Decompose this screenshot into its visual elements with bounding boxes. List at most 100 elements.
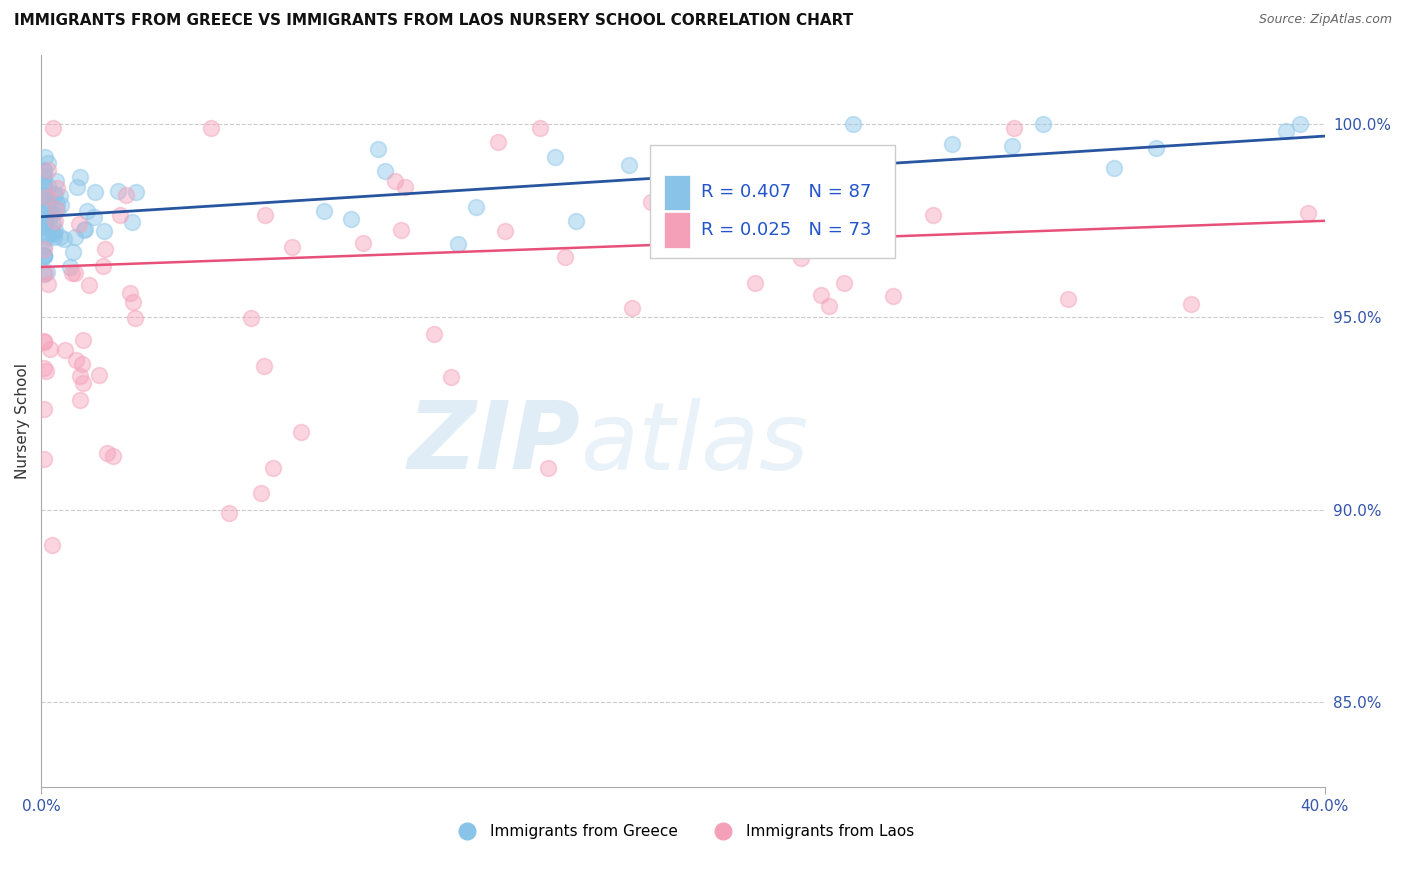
Point <box>44 187 66 202</box>
Point <box>35 210 58 224</box>
Point <box>42 121 65 136</box>
Point <box>1296 206 1319 220</box>
Point <box>290 425 312 439</box>
Point <box>39 202 62 216</box>
Point <box>34 217 56 231</box>
Point <box>34 150 56 164</box>
Point <box>66 180 89 194</box>
Point <box>554 250 576 264</box>
Point <box>34 248 56 262</box>
Point <box>53 343 76 357</box>
Point <box>34 233 56 247</box>
Point <box>76 204 98 219</box>
Point <box>63 230 86 244</box>
Point <box>41 538 63 552</box>
Point <box>91 260 114 274</box>
Point <box>832 276 855 290</box>
Point <box>65 353 87 368</box>
Point <box>250 486 273 500</box>
Point <box>45 174 67 188</box>
Point <box>34 226 56 240</box>
Point <box>38 194 60 209</box>
Legend: Immigrants from Greece, Immigrants from Laos: Immigrants from Greece, Immigrants from … <box>446 818 921 846</box>
Point <box>121 215 143 229</box>
Point <box>941 137 963 152</box>
Point <box>1289 118 1312 132</box>
Point <box>83 211 105 225</box>
Point <box>810 288 832 302</box>
Point <box>37 230 59 244</box>
Point <box>79 277 101 292</box>
Point <box>44 222 66 236</box>
Point <box>565 214 588 228</box>
Point <box>93 242 115 256</box>
Point <box>200 121 222 136</box>
Point <box>118 286 141 301</box>
Point <box>34 179 56 194</box>
Point <box>640 194 662 209</box>
Point <box>34 249 56 263</box>
Point <box>124 310 146 325</box>
Point <box>62 244 84 259</box>
Point <box>34 203 56 218</box>
Point <box>69 169 91 184</box>
Point <box>737 190 759 204</box>
Point <box>125 185 148 199</box>
Point <box>67 217 90 231</box>
Point <box>352 236 374 251</box>
Point <box>35 364 58 378</box>
Text: R = 0.025   N = 73: R = 0.025 N = 73 <box>702 221 872 239</box>
Point <box>73 223 96 237</box>
Text: Source: ZipAtlas.com: Source: ZipAtlas.com <box>1258 13 1392 27</box>
Point <box>1032 118 1054 132</box>
Point <box>34 195 56 210</box>
Point <box>1275 124 1298 138</box>
Point <box>262 460 284 475</box>
Point <box>34 189 56 203</box>
Point <box>38 211 60 226</box>
Point <box>45 181 67 195</box>
Point <box>35 196 58 211</box>
Point <box>34 334 56 348</box>
Point <box>96 445 118 459</box>
Point <box>108 208 131 222</box>
Point <box>851 173 873 187</box>
Point <box>115 188 138 202</box>
Point <box>46 197 69 211</box>
Point <box>37 178 59 193</box>
Point <box>34 249 56 263</box>
Point <box>84 186 107 200</box>
Point <box>69 368 91 383</box>
Point <box>394 179 416 194</box>
Point <box>34 219 56 234</box>
Point <box>464 200 486 214</box>
Point <box>89 368 111 382</box>
Point <box>537 461 560 475</box>
Point <box>34 211 56 226</box>
Point <box>1144 141 1167 155</box>
Point <box>34 402 56 417</box>
Point <box>253 208 276 222</box>
Y-axis label: Nursery School: Nursery School <box>15 363 30 479</box>
Point <box>72 333 94 347</box>
Point <box>544 151 567 165</box>
Point <box>34 214 56 228</box>
Point <box>253 359 276 374</box>
Point <box>744 277 766 291</box>
Point <box>706 155 728 169</box>
Point <box>389 223 412 237</box>
Point <box>37 156 59 170</box>
Point <box>384 174 406 188</box>
Point <box>45 203 67 218</box>
Point <box>374 164 396 178</box>
Point <box>34 172 56 186</box>
Point <box>49 198 72 212</box>
Point <box>42 226 65 240</box>
Point <box>59 260 82 275</box>
Point <box>842 118 865 132</box>
Point <box>790 252 813 266</box>
Point <box>312 204 335 219</box>
Point <box>60 266 83 280</box>
Point <box>34 335 56 350</box>
Point <box>69 392 91 407</box>
